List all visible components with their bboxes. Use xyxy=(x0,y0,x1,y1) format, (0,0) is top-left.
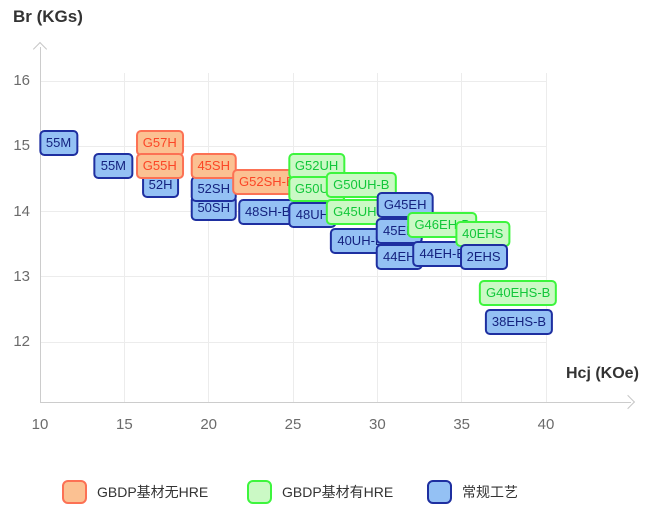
x-axis-title: Hcj (KOe) xyxy=(566,365,639,382)
x-tick-label: 40 xyxy=(537,416,555,433)
y-tick-label: 16 xyxy=(13,72,30,89)
x-axis-arrow-icon xyxy=(620,394,636,410)
x-tick-label: 15 xyxy=(115,416,133,433)
x-tick-label: 20 xyxy=(200,416,217,433)
gridline-horizontal xyxy=(40,341,546,343)
point-52sh[interactable]: 52SH xyxy=(190,175,237,202)
legend-swatch-orange-icon xyxy=(62,480,87,504)
legend-label: 常规工艺 xyxy=(462,484,518,500)
legend-swatch-green-icon xyxy=(247,480,272,504)
point-55m[interactable]: 55M xyxy=(93,152,134,179)
y-axis-title: Br (KGs) xyxy=(13,7,83,26)
x-axis-line xyxy=(40,402,631,403)
point-g50uh-b[interactable]: G50UH-B xyxy=(326,172,397,199)
point-g55h[interactable]: G55H xyxy=(135,152,184,179)
gridline-vertical xyxy=(545,73,547,402)
point-g57h[interactable]: G57H xyxy=(135,129,184,156)
legend-item-orange[interactable]: GBDP基材无HRE xyxy=(62,480,208,504)
point-55m[interactable]: 55M xyxy=(38,129,79,156)
point-g40ehs-b[interactable]: G40EHS-B xyxy=(479,280,558,307)
legend: GBDP基材无HRE GBDP基材有HRE 常规工艺 xyxy=(0,480,645,506)
gridline-horizontal xyxy=(40,276,546,278)
gridline-vertical xyxy=(292,73,294,402)
point-2ehs[interactable]: 2EHS xyxy=(459,244,508,271)
point-38ehs-b[interactable]: 38EHS-B xyxy=(484,309,554,336)
gridline-vertical xyxy=(208,73,210,402)
legend-label: GBDP基材有HRE xyxy=(282,484,394,500)
point-g45uh-b[interactable]: G45UH-B xyxy=(326,198,397,225)
point-40ehs[interactable]: 40EHS xyxy=(455,221,511,248)
legend-item-green[interactable]: GBDP基材有HRE xyxy=(247,480,393,504)
point-45sh[interactable]: 45SH xyxy=(190,152,237,179)
point-48sh-b[interactable]: 48SH-B xyxy=(237,198,298,225)
gridline-horizontal xyxy=(40,145,546,147)
legend-item-blue[interactable]: 常规工艺 xyxy=(427,480,518,504)
y-axis-arrow-icon xyxy=(32,41,48,57)
x-tick-label: 30 xyxy=(368,416,386,433)
x-tick-label: 25 xyxy=(284,416,302,433)
gridline-vertical xyxy=(123,73,125,402)
y-axis-line xyxy=(40,47,41,403)
y-tick-label: 13 xyxy=(13,267,30,285)
gridline-horizontal xyxy=(40,80,546,82)
y-tick-label: 14 xyxy=(13,202,30,220)
x-tick-label: 10 xyxy=(31,416,49,433)
y-tick-label: 15 xyxy=(13,137,30,155)
point-g52sh-b[interactable]: G52SH-B xyxy=(232,169,302,196)
legend-swatch-blue-icon xyxy=(427,480,452,504)
legend-label: GBDP基材无HRE xyxy=(97,484,209,500)
x-tick-label: 35 xyxy=(453,416,471,433)
y-tick-label: 12 xyxy=(13,333,30,350)
